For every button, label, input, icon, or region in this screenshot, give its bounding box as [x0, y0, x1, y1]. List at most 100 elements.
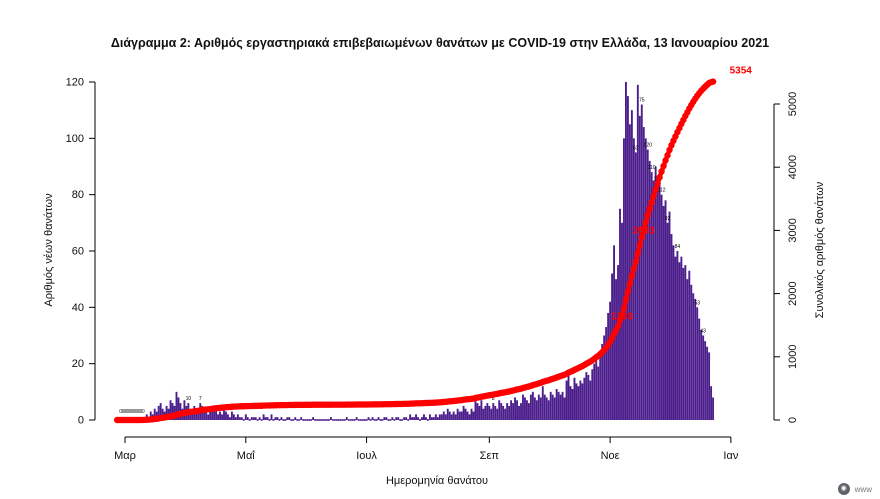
bar — [692, 293, 695, 420]
bar — [258, 417, 261, 420]
bar — [527, 403, 530, 420]
bar — [425, 417, 427, 420]
bar — [411, 417, 414, 420]
bar — [678, 262, 681, 420]
bar — [478, 405, 481, 420]
bar — [347, 419, 350, 421]
bar — [593, 363, 596, 420]
bar — [232, 414, 235, 420]
bar — [407, 419, 410, 421]
bar — [674, 256, 677, 420]
cumulative-point — [660, 162, 667, 170]
bar — [268, 419, 271, 421]
bar — [573, 377, 576, 420]
cumulative-point — [616, 317, 624, 324]
bar — [502, 405, 505, 420]
bar — [468, 414, 471, 420]
x-axis-title: Ημερομηνία θανάτου — [386, 475, 488, 487]
bar — [417, 417, 419, 420]
bar — [626, 96, 629, 420]
bar — [518, 405, 520, 420]
left-axis-tick-label: 120 — [66, 77, 84, 89]
bar — [522, 394, 524, 420]
bar — [165, 405, 168, 420]
bar-data-label: 8 — [492, 396, 495, 402]
left-axis-tick-label: 80 — [72, 189, 84, 201]
bar — [238, 417, 241, 420]
bar — [524, 397, 526, 420]
cumulative-point — [640, 226, 647, 233]
bar — [575, 383, 578, 420]
bar-series — [116, 82, 715, 421]
bar — [666, 222, 669, 420]
bar — [169, 400, 172, 420]
bar — [197, 411, 200, 420]
bar — [609, 301, 612, 420]
footer-badge[interactable]: ◉ www — [837, 483, 872, 495]
bar — [690, 284, 693, 420]
x-axis-tick-label: Ιουλ — [356, 450, 377, 462]
cumulative-line-labels: 1300 2633 5354 — [611, 66, 752, 323]
bar — [213, 405, 216, 420]
bar — [474, 397, 477, 420]
start-marker — [128, 408, 133, 413]
bar — [276, 417, 279, 420]
left-axis-tick-label: 60 — [72, 246, 84, 258]
browser-icon: ◉ — [837, 483, 850, 495]
chart-axes: 0 20 40 60 80 100 120 0 1000 2000 3000 4000 5000 Μαρ Μ… — [66, 77, 799, 463]
bar — [341, 419, 344, 421]
bar — [535, 400, 538, 420]
bar-data-label: 110 — [648, 165, 656, 171]
bar — [508, 405, 511, 420]
cumulative-point — [630, 265, 638, 272]
cumulative-point — [636, 241, 643, 249]
cumulative-point — [658, 168, 665, 175]
bar — [529, 394, 532, 420]
left-axis-tick-label: 40 — [72, 302, 84, 314]
bar — [492, 403, 495, 420]
bar — [385, 417, 388, 420]
bar — [601, 343, 604, 420]
bar — [462, 405, 465, 420]
bar — [302, 419, 305, 421]
bar — [324, 419, 326, 421]
bar — [587, 374, 590, 420]
right-axis-tick-label: 0 — [787, 417, 799, 423]
bar — [254, 417, 257, 420]
bar — [379, 419, 382, 421]
bar — [611, 273, 614, 420]
bar — [219, 411, 221, 420]
bar — [595, 358, 598, 420]
y-axis-title: Αριθμός νέων θανάτων — [43, 193, 55, 307]
bar — [195, 408, 198, 420]
x-axis-tick-label: Ιαν — [723, 450, 738, 462]
bar — [708, 352, 711, 420]
cumulative-point — [628, 272, 636, 279]
cumulative-point — [618, 312, 626, 319]
bar — [547, 400, 550, 420]
start-marker — [126, 408, 131, 413]
bar — [670, 234, 673, 420]
bar — [498, 400, 501, 420]
bar — [680, 256, 683, 420]
bar — [696, 307, 699, 420]
bar — [209, 408, 212, 420]
bar — [298, 419, 301, 421]
bar — [476, 403, 479, 420]
bar — [458, 411, 461, 420]
bar — [221, 414, 223, 420]
bar — [161, 408, 164, 420]
bar — [484, 405, 487, 420]
start-marker — [138, 408, 143, 413]
bar — [617, 265, 619, 420]
bar — [373, 419, 376, 421]
bar — [456, 408, 459, 420]
bar — [567, 374, 570, 420]
bar — [504, 408, 507, 420]
left-axis-tick-label: 0 — [78, 415, 84, 427]
bar — [266, 417, 269, 420]
bar — [650, 172, 653, 420]
bar — [571, 389, 574, 420]
cumulative-value-label: 1300 — [611, 311, 634, 322]
